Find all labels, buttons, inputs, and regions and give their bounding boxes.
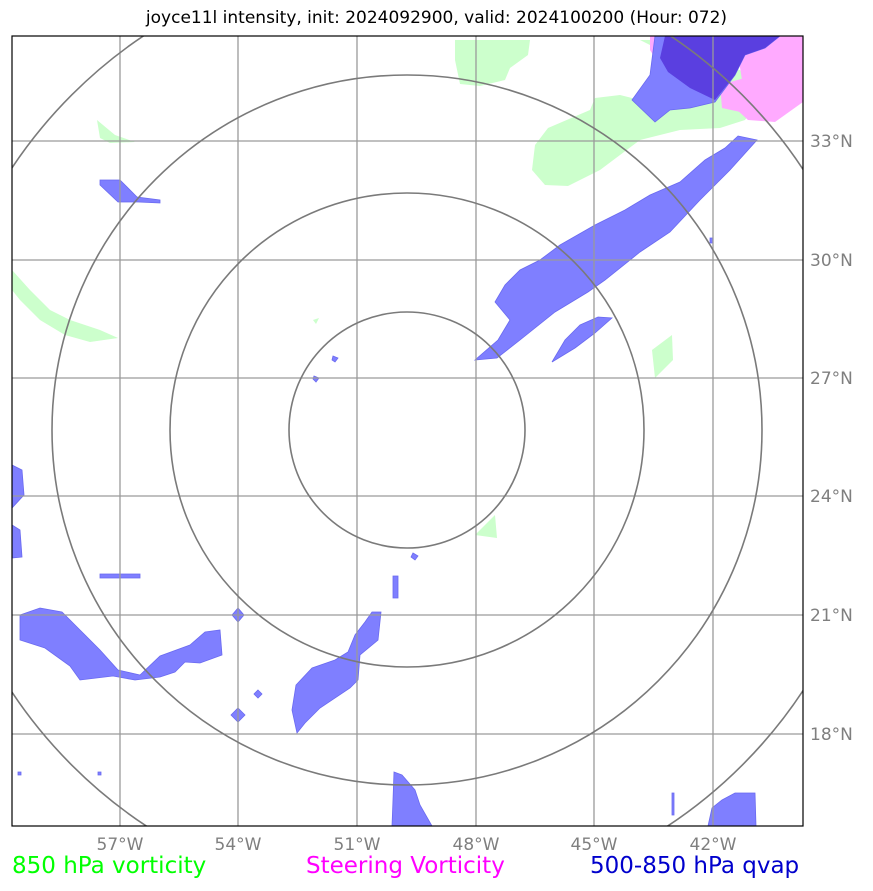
lon-tick-label: 54°W — [215, 835, 262, 855]
vorticity-patch — [313, 318, 319, 324]
qvap-patch — [12, 464, 25, 509]
lon-tick-label: 51°W — [334, 835, 381, 855]
vorticity-patch — [97, 120, 135, 143]
qvap-patch — [391, 771, 433, 826]
lon-tick-label: 42°W — [690, 835, 737, 855]
qvap-patch — [97, 771, 102, 776]
lon-tick-labels: 57°W 54°W 51°W 48°W 45°W 42°W — [97, 835, 737, 855]
lon-tick-label: 45°W — [571, 835, 618, 855]
map-frame — [11, 35, 804, 827]
qvap-patch — [410, 552, 419, 561]
range-ring — [288, 311, 526, 549]
qvap-patch — [253, 689, 263, 699]
qvap-band — [551, 316, 613, 363]
lon-tick-label: 57°W — [97, 835, 144, 855]
legend-steering-vorticity: Steering Vorticity — [306, 853, 505, 879]
qvap-patch — [17, 771, 22, 776]
qvap-patch — [12, 524, 23, 559]
lat-tick-label: 27°N — [810, 369, 853, 389]
range-ring — [169, 192, 645, 668]
legend-850-vorticity: 850 hPa vorticity — [12, 853, 207, 879]
qvap-patch — [707, 792, 757, 826]
lon-tick-label: 48°W — [453, 835, 500, 855]
lat-tick-label: 18°N — [810, 725, 853, 745]
qvap-patch — [291, 611, 382, 734]
qvap-patch — [19, 607, 223, 681]
qvap-patch — [331, 355, 339, 363]
qvap-patch — [312, 375, 320, 383]
lat-tick-label: 21°N — [810, 606, 853, 626]
vorticity-patch — [652, 335, 673, 378]
qvap-patch — [99, 179, 161, 204]
lat-tick-label: 30°N — [810, 251, 853, 271]
vorticity-patch — [12, 270, 118, 342]
graticule — [12, 36, 803, 826]
range-ring — [51, 74, 763, 786]
qvap-dark-patch — [660, 36, 780, 100]
lat-tick-labels: 33°N 30°N 27°N 24°N 21°N 18°N — [810, 132, 853, 745]
map-title: joyce11l intensity, init: 2024092900, va… — [145, 8, 728, 28]
qvap-layer — [12, 36, 781, 826]
lat-tick-label: 24°N — [810, 487, 853, 507]
qvap-patch — [392, 575, 399, 599]
vorticity-patch — [475, 515, 497, 538]
vorticity-patch — [455, 40, 530, 86]
qvap-patch — [671, 792, 675, 816]
qvap-band — [473, 135, 758, 361]
legend-qvap: 500-850 hPa qvap — [590, 853, 800, 879]
lat-tick-label: 33°N — [810, 132, 853, 152]
